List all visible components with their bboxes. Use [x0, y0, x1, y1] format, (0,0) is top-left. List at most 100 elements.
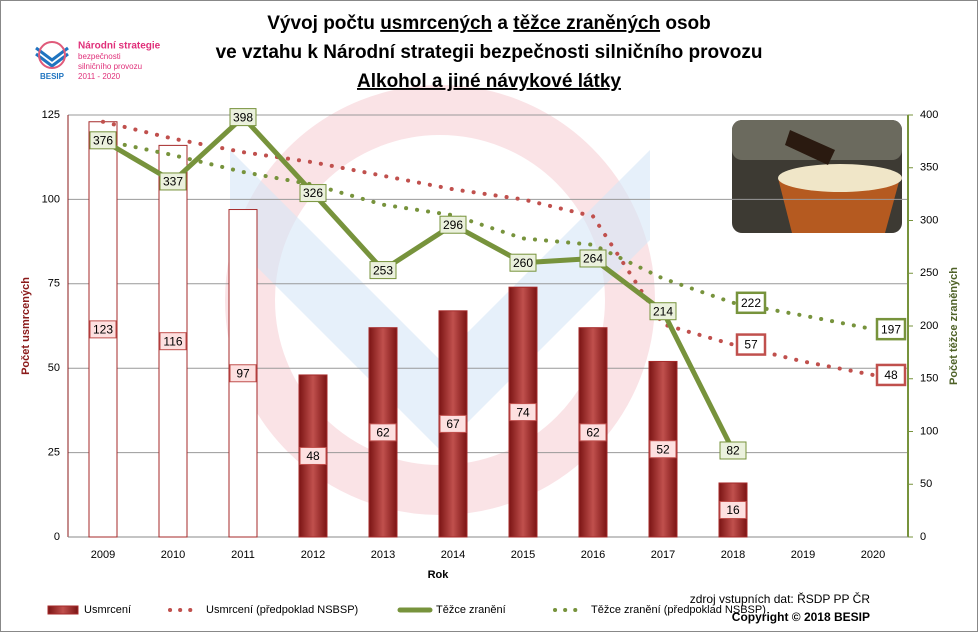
legend-label: Těžce zranění [436, 604, 506, 616]
label-box [875, 363, 907, 387]
logo-brand: BESIP [40, 72, 65, 81]
label-box [649, 302, 677, 321]
y-tick-label: 50 [48, 362, 60, 374]
x-tick-label: 2018 [721, 549, 745, 561]
label-box [719, 441, 747, 460]
y2-tick-label: 350 [920, 162, 938, 174]
title-part: Alkohol a jiné návykové látky [357, 71, 621, 92]
data-label: 48 [306, 449, 320, 463]
data-label: 326 [303, 186, 323, 200]
logo-text: silničního provozu [78, 62, 142, 71]
logo [35, 41, 69, 69]
title-part: těžce zraněných [513, 13, 660, 34]
label-box [735, 291, 767, 315]
x-tick-label: 2019 [791, 549, 815, 561]
x-axis-label: Rok [428, 569, 450, 581]
x-tick-label: 2015 [511, 549, 535, 561]
photo [732, 120, 902, 233]
label-box [229, 364, 257, 383]
x-tick-label: 2017 [651, 549, 675, 561]
label-box [229, 108, 257, 127]
data-label: 16 [726, 503, 740, 517]
label-box [719, 500, 747, 519]
y2-tick-label: 50 [920, 478, 932, 490]
y-axis-label: Počet usmrcených [20, 277, 32, 375]
y2-tick-label: 400 [920, 109, 938, 121]
title-part: osob [660, 13, 711, 34]
chart-title: ve vztahu k Národní strategii bezpečnost… [216, 42, 763, 63]
y-tick-label: 0 [54, 531, 60, 543]
data-label: 97 [236, 366, 250, 380]
data-label: 52 [656, 442, 670, 456]
data-label: 222 [741, 296, 761, 310]
data-label: 398 [233, 110, 253, 124]
x-tick-label: 2013 [371, 549, 395, 561]
y2-tick-label: 200 [920, 320, 938, 332]
y2-tick-label: 0 [920, 531, 926, 543]
data-label: 57 [744, 338, 758, 352]
y2-tick-label: 250 [920, 267, 938, 279]
data-label: 214 [653, 304, 673, 318]
label-box [89, 131, 117, 150]
copyright: Copyright © 2018 BESIP [732, 610, 870, 624]
x-tick-label: 2011 [231, 549, 255, 561]
source: zdroj vstupních dat: ŘSDP PP ČR [690, 591, 871, 606]
line [100, 114, 736, 453]
data-label: 260 [513, 256, 533, 270]
x-tick-label: 2009 [91, 549, 115, 561]
data-label: 123 [93, 323, 113, 337]
data-label: 62 [586, 426, 600, 440]
title-part: Vývoj počtu [267, 13, 380, 34]
legend-label: Usmrcení (předpoklad NSBSP) [206, 604, 358, 616]
label-box [439, 215, 467, 234]
data-label: 264 [583, 252, 603, 266]
x-tick-label: 2020 [861, 549, 885, 561]
data-label: 376 [93, 133, 113, 147]
chart-title: Vývoj počtu usmrcených a těžce zraněných… [267, 13, 711, 34]
data-label: 82 [726, 444, 740, 458]
y2-tick-label: 150 [920, 373, 938, 385]
legend-label: Těžce zranění (předpoklad NSBSP) [591, 604, 766, 616]
label-box [159, 332, 187, 351]
legend-swatch [47, 605, 79, 615]
y-tick-label: 100 [42, 193, 60, 205]
data-label: 197 [881, 322, 901, 336]
label-box [299, 446, 327, 465]
data-label: 67 [446, 417, 460, 431]
label-box [735, 333, 767, 356]
label-box [369, 261, 397, 280]
legend-label: Usmrcení [84, 604, 131, 616]
label-box [649, 440, 677, 459]
label-box [369, 423, 397, 442]
y-tick-label: 125 [42, 109, 60, 121]
data-label: 62 [376, 426, 390, 440]
y-tick-label: 25 [48, 447, 60, 459]
logo-text: 2011 - 2020 [78, 72, 121, 81]
y2-tick-label: 300 [920, 214, 938, 226]
label-box [579, 423, 607, 442]
x-tick-label: 2010 [161, 549, 185, 561]
label-box [299, 184, 327, 203]
x-tick-label: 2012 [301, 549, 325, 561]
label-box [159, 172, 187, 191]
title-part: usmrcených [380, 13, 492, 34]
label-box [509, 403, 537, 422]
label-box [579, 249, 607, 268]
title-part: a [492, 13, 513, 34]
y2-axis-label: Počet těžce zraněných [948, 267, 960, 385]
chart-title: Alkohol a jiné návykové látky [357, 71, 621, 92]
logo-text: bezpečnosti [78, 52, 121, 61]
y-tick-label: 75 [48, 278, 60, 290]
logo-text: Národní strategie [78, 41, 161, 52]
label-box [509, 253, 537, 272]
data-label: 74 [516, 405, 530, 419]
data-label: 253 [373, 263, 393, 277]
data-label: 296 [443, 218, 463, 232]
title-part: ve vztahu k Národní strategii bezpečnost… [216, 42, 763, 63]
label-box [875, 317, 907, 341]
data-label: 116 [163, 334, 182, 348]
label-box [439, 414, 467, 433]
label-box [89, 320, 117, 339]
data-label: 337 [163, 175, 183, 189]
